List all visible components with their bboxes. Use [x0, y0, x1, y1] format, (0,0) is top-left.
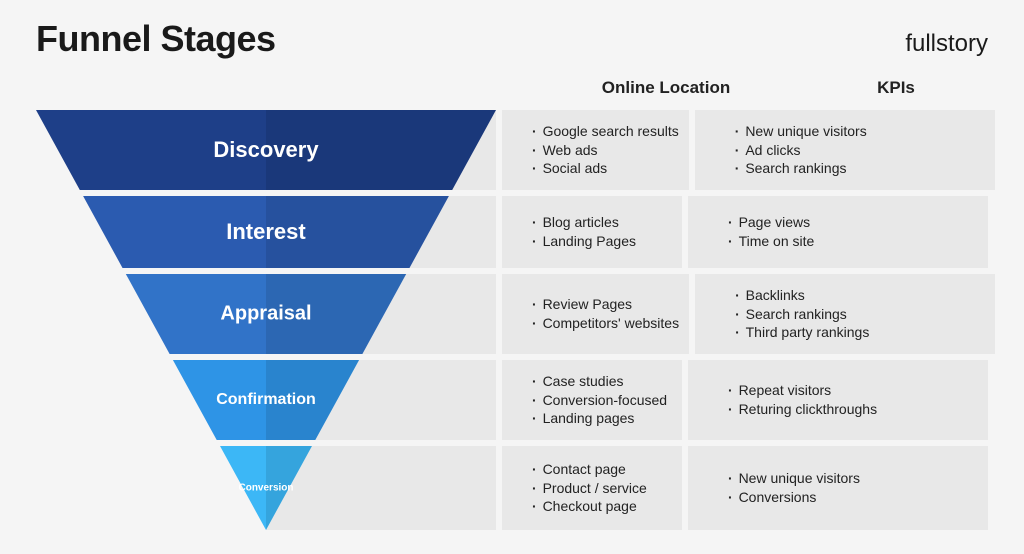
- list-item: Ad clicks: [735, 141, 985, 160]
- list-item: Third party rankings: [735, 323, 985, 342]
- page-title: Funnel Stages: [36, 18, 276, 60]
- kpi-list: New unique visitorsAd clicksSearch ranki…: [735, 122, 985, 179]
- stage-label: Confirmation: [36, 391, 496, 409]
- funnel-segment: Conversion: [36, 446, 496, 530]
- list-item: Conversion-focused: [532, 391, 672, 410]
- kpi-list: BacklinksSearch rankingsThird party rank…: [735, 286, 985, 343]
- list-item: Repeat visitors: [728, 381, 978, 400]
- kpi-cell: BacklinksSearch rankingsThird party rank…: [695, 274, 995, 354]
- list-item: Competitors' websites: [532, 314, 679, 333]
- column-header-kpis: KPIs: [806, 78, 986, 98]
- kpi-list: Repeat visitorsReturing clickthroughs: [728, 381, 978, 419]
- funnel-row: Confirmation Case studiesConversion-focus…: [36, 360, 988, 440]
- column-header-location: Online Location: [536, 78, 796, 98]
- location-list: Review PagesCompetitors' websites: [532, 295, 679, 333]
- funnel-rows: Discovery Google search resultsWeb adsSoc…: [36, 110, 988, 530]
- funnel-segment: Discovery: [36, 110, 496, 190]
- list-item: Social ads: [532, 159, 679, 178]
- location-cell: Blog articlesLanding Pages: [502, 196, 682, 268]
- list-item: Backlinks: [735, 286, 985, 305]
- location-list: Case studiesConversion-focusedLanding pa…: [532, 372, 672, 429]
- list-item: Landing Pages: [532, 232, 672, 251]
- stage-label: Conversion: [36, 483, 496, 494]
- list-item: Returing clickthroughs: [728, 400, 978, 419]
- funnel-row: Discovery Google search resultsWeb adsSoc…: [36, 110, 988, 190]
- list-item: Landing pages: [532, 409, 672, 428]
- list-item: Google search results: [532, 122, 679, 141]
- list-item: Review Pages: [532, 295, 679, 314]
- list-item: Search rankings: [735, 159, 985, 178]
- location-list: Contact pageProduct / serviceCheckout pa…: [532, 460, 672, 517]
- location-cell: Review PagesCompetitors' websites: [502, 274, 689, 354]
- list-item: Conversions: [728, 488, 978, 507]
- funnel-segment: Interest: [36, 196, 496, 268]
- page: Funnel Stages fullstory Online Location …: [0, 0, 1024, 554]
- kpi-cell: Repeat visitorsReturing clickthroughs: [688, 360, 988, 440]
- content: Online Location KPIs Discovery Google sea…: [36, 78, 988, 548]
- kpi-cell: New unique visitorsAd clicksSearch ranki…: [695, 110, 995, 190]
- stage-label: Interest: [36, 219, 496, 245]
- header: Funnel Stages fullstory: [36, 18, 988, 60]
- column-headers: Online Location KPIs: [36, 78, 988, 106]
- location-cell: Contact pageProduct / serviceCheckout pa…: [502, 446, 682, 530]
- funnel-segment: Confirmation: [36, 360, 496, 440]
- location-list: Blog articlesLanding Pages: [532, 213, 672, 251]
- list-item: Checkout page: [532, 497, 672, 516]
- kpi-cell: New unique visitorsConversions: [688, 446, 988, 530]
- brand-logo: fullstory: [905, 30, 988, 58]
- list-item: Time on site: [728, 232, 978, 251]
- list-item: Case studies: [532, 372, 672, 391]
- location-cell: Google search resultsWeb adsSocial ads: [502, 110, 689, 190]
- list-item: Page views: [728, 213, 978, 232]
- stage-label: Discovery: [36, 137, 496, 163]
- list-item: Blog articles: [532, 213, 672, 232]
- funnel-row: Interest Blog articlesLanding Pages Page v…: [36, 196, 988, 268]
- kpi-list: Page viewsTime on site: [728, 213, 978, 251]
- location-list: Google search resultsWeb adsSocial ads: [532, 122, 679, 179]
- stage-label: Appraisal: [36, 303, 496, 326]
- funnel-row: Appraisal Review PagesCompetitors' websit…: [36, 274, 988, 354]
- funnel-segment: Appraisal: [36, 274, 496, 354]
- list-item: Product / service: [532, 479, 672, 498]
- list-item: Contact page: [532, 460, 672, 479]
- list-item: New unique visitors: [735, 122, 985, 141]
- funnel-row: ConversionContact pageProduct / serviceC…: [36, 446, 988, 530]
- list-item: New unique visitors: [728, 469, 978, 488]
- location-cell: Case studiesConversion-focusedLanding pa…: [502, 360, 682, 440]
- kpi-list: New unique visitorsConversions: [728, 469, 978, 507]
- list-item: Search rankings: [735, 305, 985, 324]
- list-item: Web ads: [532, 141, 679, 160]
- kpi-cell: Page viewsTime on site: [688, 196, 988, 268]
